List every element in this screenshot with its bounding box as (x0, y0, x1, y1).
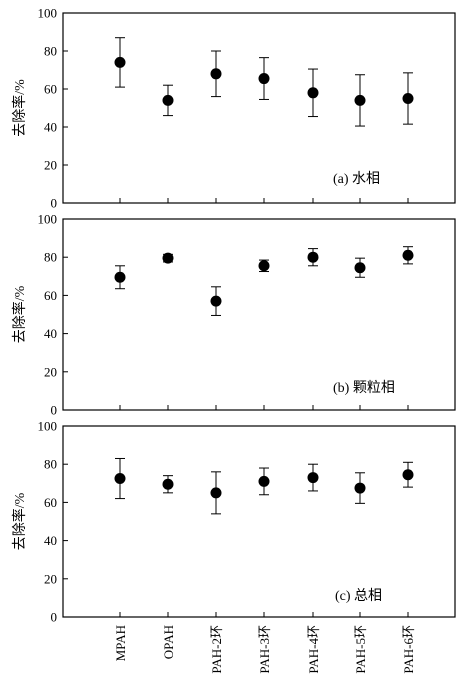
data-point (307, 472, 319, 484)
data-point (354, 482, 366, 494)
x-category-label: PAH-2环 (209, 625, 224, 674)
x-category-label: PAH-3环 (257, 625, 272, 674)
y-tick-label: 100 (38, 212, 58, 227)
x-category-label: MPAH (113, 625, 128, 661)
y-tick-label: 0 (51, 403, 58, 418)
panel-annotation: (c) 总相 (335, 588, 382, 604)
y-axis-label: 去除率/% (11, 79, 28, 137)
data-point (307, 87, 319, 99)
y-tick-label: 100 (38, 6, 58, 21)
panel-1: 0 20 40 60 80 100 去除率/% (a) 水相 (11, 6, 456, 211)
plot-frame (62, 425, 456, 618)
data-point (114, 473, 126, 485)
y-tick-label: 40 (44, 533, 57, 548)
data-point (354, 94, 366, 106)
y-tick-label: 40 (44, 326, 57, 341)
y-tick-label: 100 (38, 419, 58, 434)
data-point (307, 251, 319, 263)
data-point (402, 249, 414, 261)
y-tick-label: 20 (44, 158, 57, 173)
x-category-label: OPAH (161, 625, 176, 659)
plot-frame (62, 12, 456, 204)
data-point (162, 94, 174, 106)
data-point (114, 56, 126, 68)
y-tick-label: 20 (44, 364, 57, 379)
data-point (162, 252, 174, 264)
plot-frame (62, 218, 456, 411)
data-point (210, 68, 222, 80)
y-tick-label: 80 (44, 457, 57, 472)
y-tick-label: 60 (44, 82, 57, 97)
data-point (210, 295, 222, 307)
y-tick-label: 20 (44, 571, 57, 586)
y-tick-label: 60 (44, 495, 57, 510)
y-tick-label: 0 (51, 196, 58, 211)
panel-annotation: (a) 水相 (333, 171, 380, 187)
data-point (114, 271, 126, 283)
y-axis-label: 去除率/% (11, 285, 28, 343)
x-category-label: PAH-6环 (401, 625, 416, 674)
y-axis-label: 去除率/% (11, 492, 28, 550)
y-tick-label: 60 (44, 288, 57, 303)
data-point (210, 487, 222, 499)
y-tick-label: 40 (44, 120, 57, 135)
data-point (162, 478, 174, 490)
panel-2: 0 20 40 60 80 100 去除率/% (b) 颗粒相 (11, 212, 456, 418)
y-tick-label: 0 (51, 610, 58, 625)
y-tick-label: 80 (44, 44, 57, 59)
x-category-label: PAH-5环 (353, 625, 368, 674)
x-category-label: PAH-4环 (306, 625, 321, 674)
data-point (402, 469, 414, 481)
data-point (402, 93, 414, 104)
data-point (354, 262, 366, 274)
data-point (258, 260, 270, 272)
data-point (258, 475, 270, 487)
y-tick-label: 80 (44, 250, 57, 265)
panel-3: 0 20 40 60 80 100 去除率/% (c) 总相 (11, 419, 456, 625)
panel-annotation: (b) 颗粒相 (333, 380, 395, 396)
data-point (258, 73, 270, 85)
